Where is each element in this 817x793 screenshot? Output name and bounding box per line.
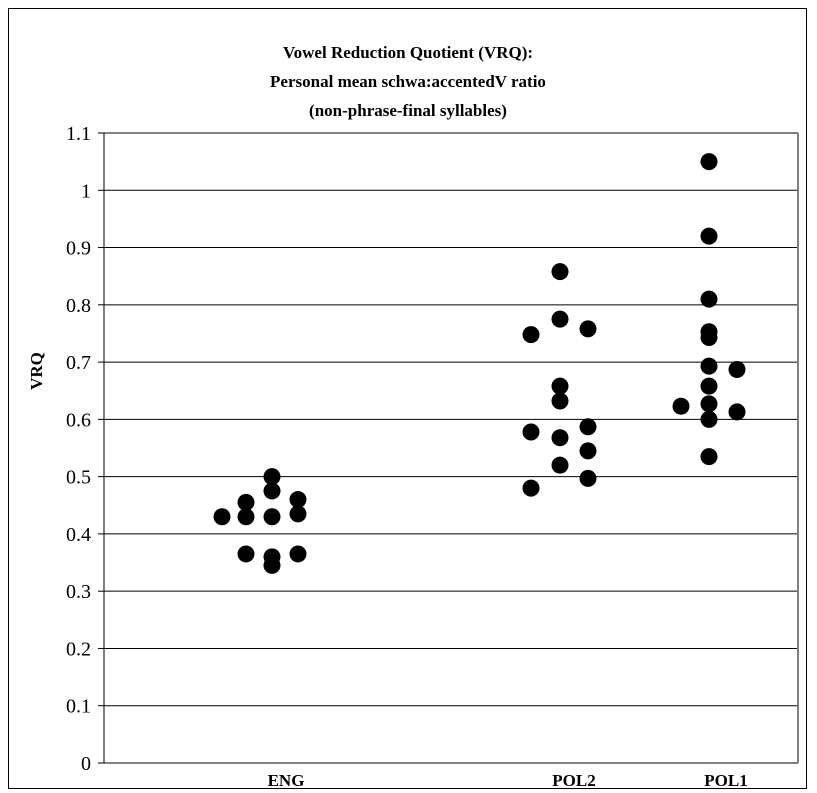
y-tick-label: 0.1 (66, 696, 91, 718)
y-tick-label: 0.5 (66, 467, 91, 489)
data-point-pol1 (700, 290, 718, 308)
data-point-eng (237, 493, 255, 511)
data-point-pol1 (700, 395, 718, 413)
y-tick-label: 0 (81, 753, 91, 775)
data-point-eng (263, 508, 281, 526)
data-point-pol2 (551, 263, 569, 281)
chart-title: Vowel Reduction Quotient (VRQ): Personal… (270, 43, 546, 120)
data-point-pol2 (522, 479, 540, 497)
data-point-eng (289, 505, 307, 523)
data-point-eng (263, 468, 281, 486)
data-point-pol1 (700, 323, 718, 341)
data-point-pol1 (700, 410, 718, 428)
data-point-pol2 (551, 429, 569, 447)
data-point-pol2 (579, 418, 597, 436)
data-point-pol2 (579, 320, 597, 338)
data-point-eng (237, 508, 255, 526)
y-tick-labels: 0 0.1 0.2 0.3 0.4 0.5 0.6 0.7 0.8 0.9 1 1.1 (66, 123, 91, 775)
y-tick-label: 0.4 (66, 524, 91, 546)
y-tick-label: 1.1 (66, 123, 91, 145)
data-point-pol1 (672, 397, 690, 415)
data-point-pol2 (522, 423, 540, 441)
data-point-eng (237, 545, 255, 563)
chart-title-line-2: Personal mean schwa:accentedV ratio (270, 72, 546, 91)
y-tick-label: 0.8 (66, 295, 91, 317)
y-tick-label: 0.3 (66, 581, 91, 603)
data-point-pol2 (551, 392, 569, 410)
chart-title-line-1: Vowel Reduction Quotient (VRQ): (283, 43, 533, 62)
data-point-pol2 (579, 442, 597, 460)
y-axis-title: VRQ (27, 352, 46, 390)
chart-title-line-3: (non-phrase-final syllables) (309, 101, 507, 120)
y-tick-label: 0.2 (66, 638, 91, 660)
data-point-pol1 (700, 448, 718, 466)
data-point-pol2 (522, 326, 540, 344)
data-point-pol2 (551, 456, 569, 474)
data-points (213, 153, 746, 574)
y-tick-label: 0.9 (66, 238, 91, 260)
x-category-labels: ENG POL2 POL1 (268, 771, 748, 790)
data-point-eng (263, 482, 281, 500)
data-point-pol1 (700, 357, 718, 375)
data-point-pol2 (551, 377, 569, 395)
data-point-pol2 (579, 469, 597, 487)
data-point-eng (213, 508, 231, 526)
data-point-pol1 (728, 403, 746, 421)
vrq-scatter-chart: Vowel Reduction Quotient (VRQ): Personal… (27, 43, 799, 790)
x-category-label: POL1 (704, 771, 747, 790)
x-category-label: ENG (268, 771, 305, 790)
data-point-pol2 (551, 310, 569, 328)
data-point-pol1 (700, 227, 718, 245)
gridlines (98, 132, 799, 764)
y-tick-label: 0.6 (66, 409, 91, 431)
data-point-eng (289, 491, 307, 509)
chart-frame: Vowel Reduction Quotient (VRQ): Personal… (8, 8, 807, 790)
data-point-pol1 (700, 153, 718, 171)
x-category-label: POL2 (552, 771, 595, 790)
y-tick-label: 0.7 (66, 352, 91, 374)
y-tick-label: 1 (81, 180, 91, 202)
data-point-eng (263, 556, 281, 574)
data-point-eng (289, 545, 307, 563)
data-point-pol1 (700, 377, 718, 395)
data-point-pol1 (728, 361, 746, 379)
